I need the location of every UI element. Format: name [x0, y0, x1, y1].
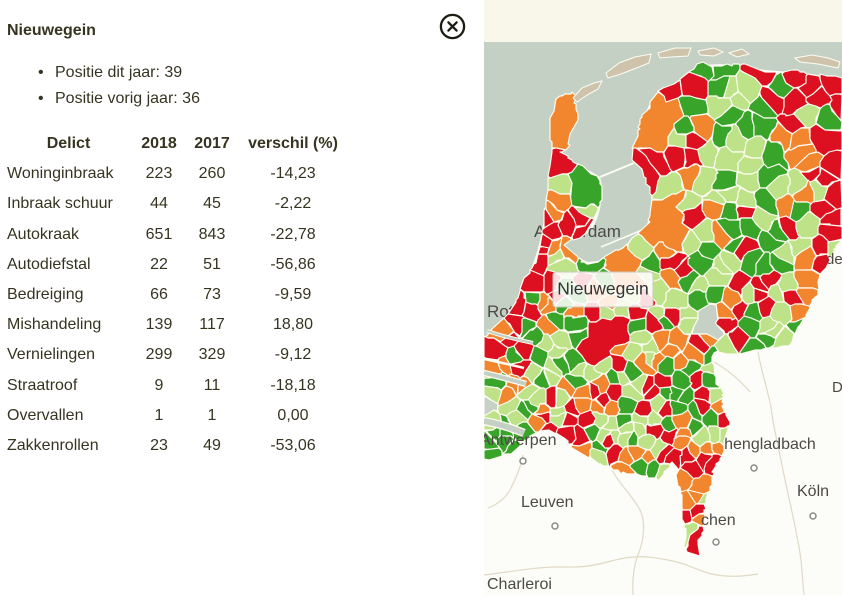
svg-text:D: D: [832, 379, 842, 396]
svg-text:de: de: [826, 251, 842, 268]
svg-text:Leuven: Leuven: [521, 494, 574, 511]
svg-text:Köln: Köln: [797, 483, 829, 500]
svg-text:Charleroi: Charleroi: [487, 576, 552, 593]
svg-text:chen: chen: [701, 512, 736, 529]
svg-text:Antwerpen: Antwerpen: [484, 432, 557, 449]
svg-text:Nieuwegein: Nieuwegein: [557, 279, 648, 299]
